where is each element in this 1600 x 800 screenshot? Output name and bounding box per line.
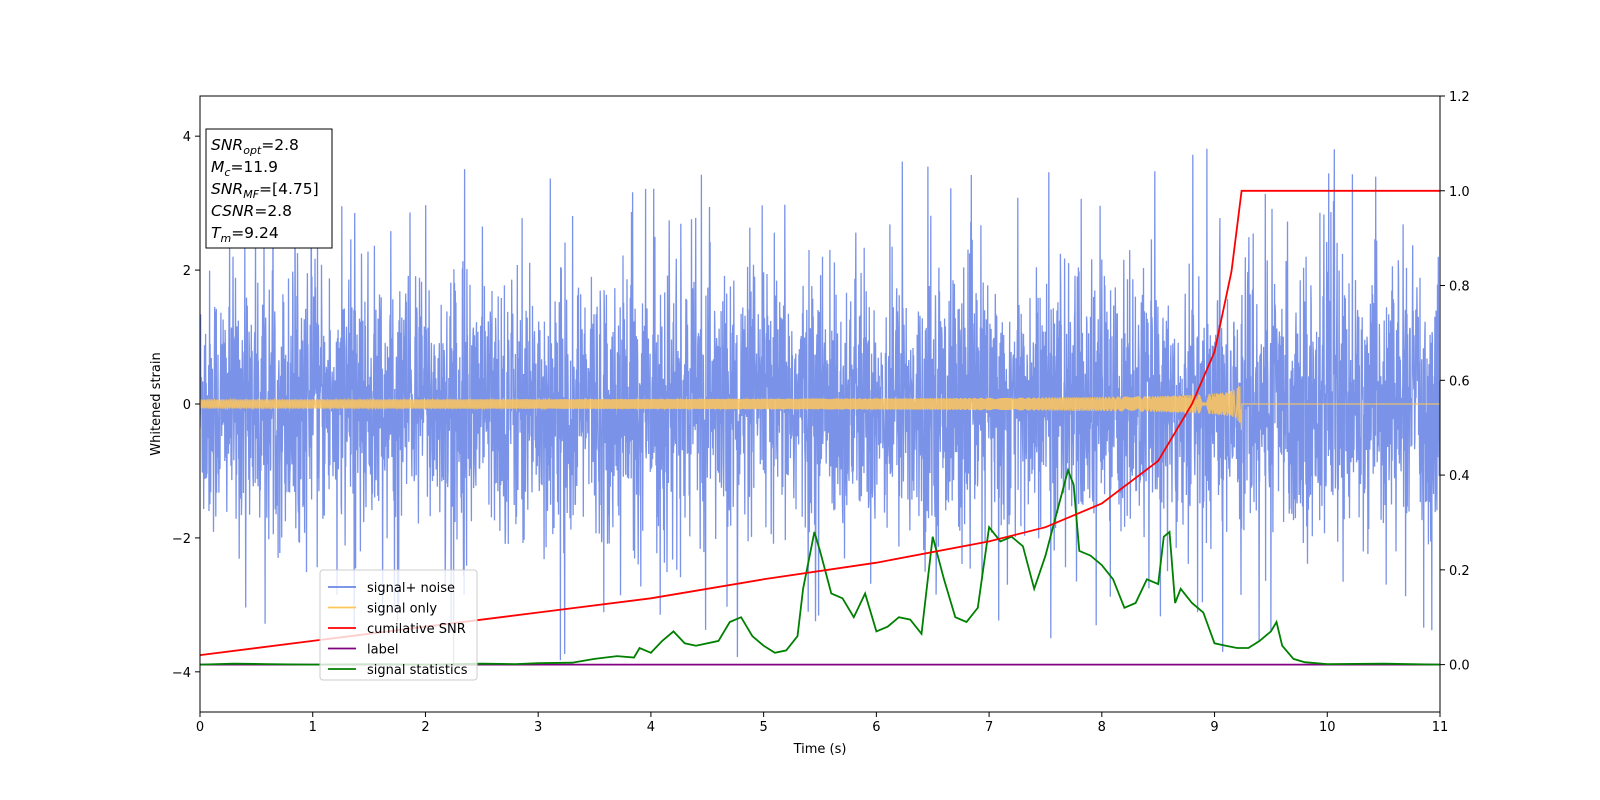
legend-label: signal statistics: [367, 663, 468, 678]
legend-label: signal only: [367, 602, 437, 617]
x-tick-label: 3: [534, 720, 542, 735]
y-right-tick-label: 0.6: [1449, 374, 1470, 389]
x-tick-label: 11: [1432, 720, 1449, 735]
y-axis-left-label: Whitened strain: [149, 352, 164, 455]
info-line: SNRopt=2.8: [211, 136, 299, 157]
y-axis-right: 0.0 0.2 0.4 0.6 0.8 1.0 1.2: [1440, 90, 1470, 674]
y-right-tick-label: 1.0: [1449, 185, 1470, 200]
series-cumulative-snr: [200, 189, 1440, 656]
legend-label: cumilative SNR: [367, 622, 466, 637]
info-line: SNRMF=[4.75]: [211, 180, 319, 201]
y-right-tick-label: 0.2: [1449, 564, 1470, 579]
y-left-tick-label: 2: [183, 264, 191, 279]
x-axis: 0 1 2 3 4 5 6 7 8 9 10 11: [196, 712, 1448, 735]
y-axis-left: −4 −2 0 2 4: [172, 130, 200, 681]
x-tick-label: 5: [759, 720, 767, 735]
x-tick-label: 0: [196, 720, 204, 735]
x-tick-label: 9: [1210, 720, 1218, 735]
y-right-tick-label: 0.0: [1449, 659, 1470, 674]
x-axis-label: Time (s): [793, 742, 847, 757]
x-tick-label: 6: [872, 720, 880, 735]
legend-label: signal+ noise: [367, 581, 455, 596]
y-left-tick-label: −2: [172, 532, 191, 547]
x-tick-label: 2: [421, 720, 429, 735]
series-signal-only: [200, 386, 1440, 430]
info-box-frame: [205, 128, 333, 249]
x-tick-label: 7: [985, 720, 993, 735]
info-line: Mc=11.9: [211, 158, 278, 179]
info-line: Tm=9.24: [211, 224, 279, 245]
series-signal-statistics: [200, 467, 1440, 666]
legend-label: label: [367, 643, 398, 658]
x-tick-label: 4: [647, 720, 655, 735]
x-tick-label: 8: [1098, 720, 1106, 735]
y-right-tick-label: 0.4: [1449, 469, 1470, 484]
y-left-tick-label: −4: [172, 666, 191, 681]
x-tick-label: 10: [1319, 720, 1336, 735]
x-tick-label: 1: [309, 720, 317, 735]
legend-frame: [319, 569, 478, 681]
y-left-tick-label: 4: [183, 130, 191, 145]
y-right-tick-label: 1.2: [1449, 90, 1470, 105]
info-line: CSNR=2.8: [211, 202, 292, 220]
y-left-tick-label: 0: [183, 398, 191, 413]
legend: signal+ noise signal only cumilative SNR la…: [319, 569, 478, 681]
y-right-tick-label: 0.8: [1449, 280, 1470, 295]
